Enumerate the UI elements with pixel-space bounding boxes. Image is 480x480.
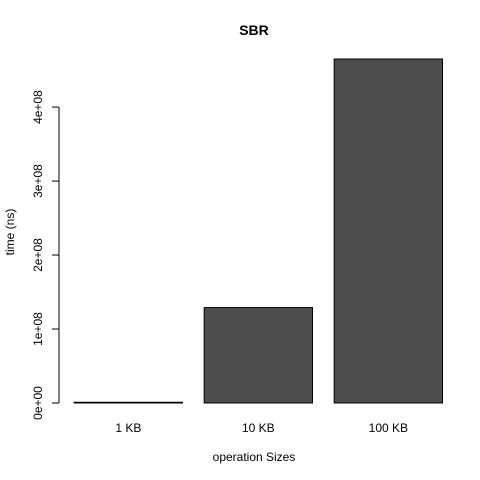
y-tick-label: 0e+00	[31, 386, 45, 420]
bars-layer	[73, 58, 444, 404]
chart-title: SBR	[239, 22, 269, 38]
x-axis: 1 KB 10 KB 100 KB	[115, 421, 408, 435]
x-tick-label: 10 KB	[242, 421, 275, 435]
bar-1	[203, 307, 313, 404]
bar-2	[333, 58, 444, 404]
y-tick-label: 1e+08	[31, 312, 45, 346]
x-axis-label: operation Sizes	[213, 450, 296, 464]
y-axis: 0e+00 1e+08 2e+08 3e+08 4e+08	[31, 90, 60, 420]
x-tick-label: 1 KB	[115, 421, 141, 435]
y-axis-label: time (ns)	[3, 209, 17, 256]
y-tick-label: 3e+08	[31, 164, 45, 198]
y-tick-label: 2e+08	[31, 238, 45, 272]
y-tick-label: 4e+08	[31, 90, 45, 124]
x-tick-label: 100 KB	[369, 421, 408, 435]
bar-0	[73, 401, 183, 404]
